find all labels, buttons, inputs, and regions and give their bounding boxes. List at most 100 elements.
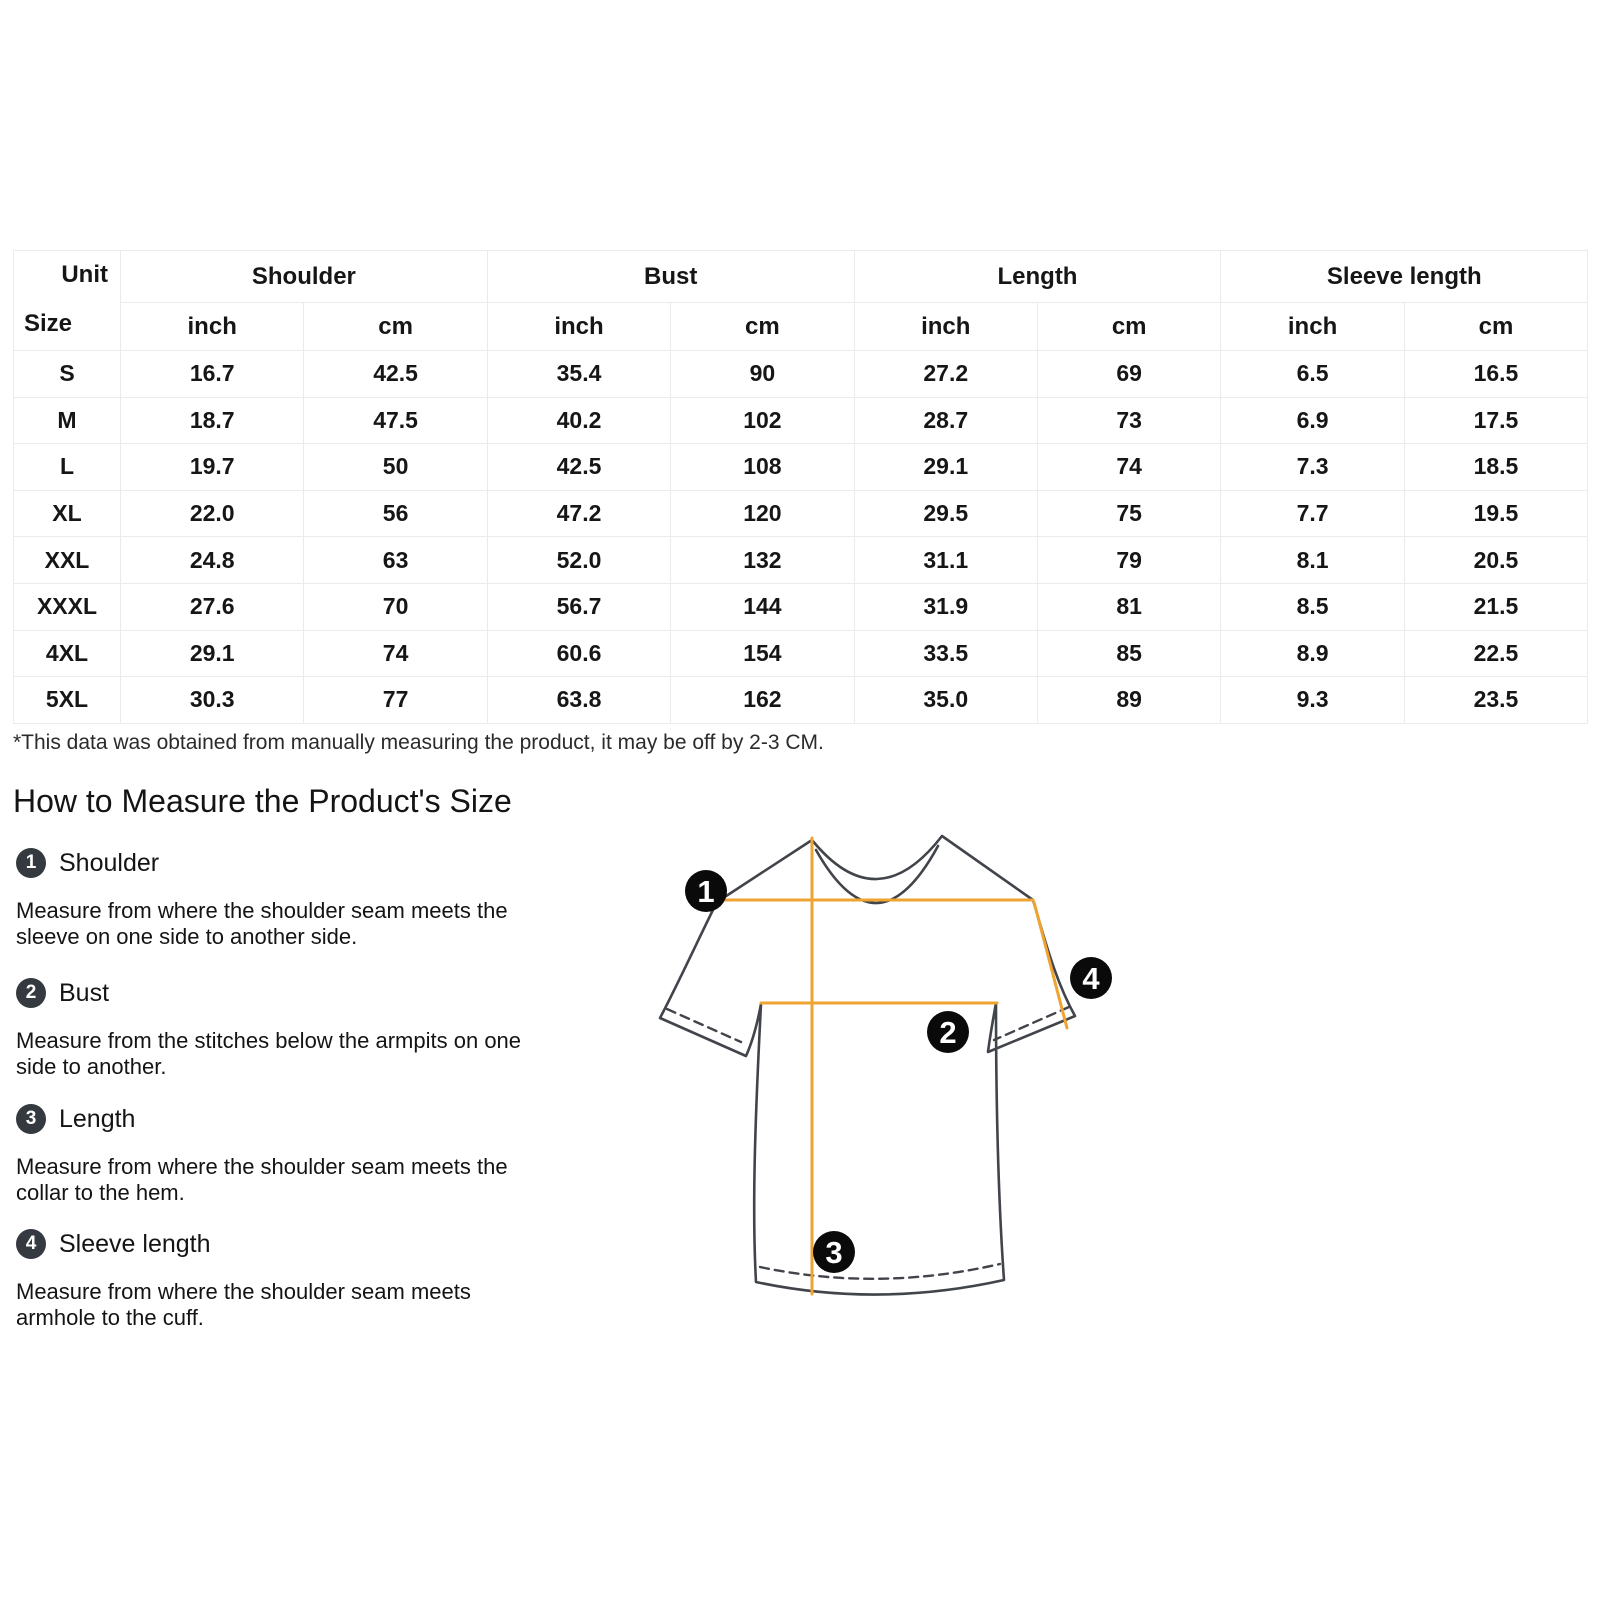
measurement-value-cell: 24.8	[119, 536, 305, 584]
measure-step: 2 Bust Measure from the stitches below the…	[16, 978, 586, 1080]
step-description: Measure from where the shoulder seam mee…	[16, 898, 508, 949]
measurement-value-cell: 56	[303, 489, 488, 538]
measurement-value-cell: 9.3	[1220, 676, 1405, 724]
step-number-badge: 1	[16, 848, 46, 878]
step-description: Measure from where the shoulder seam mee…	[16, 1154, 508, 1205]
measurement-value-cell: 6.5	[1220, 350, 1405, 398]
diagram-badge-4: 4	[1070, 957, 1112, 999]
table-row: XL 22.0 56 47.2 120 29.5 75 7.7 19.5	[13, 489, 1589, 538]
measurement-value-cell: 17.5	[1403, 396, 1589, 445]
measurement-value-cell: 162	[670, 676, 855, 724]
corner-cell: Unit Size	[13, 250, 121, 351]
measurement-value-cell: 52.0	[486, 536, 672, 584]
measurement-value-cell: 18.5	[1403, 443, 1589, 491]
step-title: Shoulder	[59, 848, 160, 877]
measurement-value-cell: 79	[1036, 536, 1222, 584]
unit-cell: inch	[1220, 302, 1405, 351]
corner-size-label: Size	[24, 310, 73, 337]
measurement-value-cell: 90	[670, 350, 855, 398]
size-table: Unit Size Shoulder Bust Length Sleeve le…	[13, 250, 1589, 724]
measurement-value-cell: 56.7	[486, 582, 672, 631]
group-header-shoulder: Shoulder	[120, 250, 488, 303]
size-label-cell: M	[13, 396, 121, 445]
measurement-value-cell: 108	[670, 443, 855, 491]
step-header: 1 Shoulder	[16, 848, 586, 878]
unit-cell: inch	[119, 302, 305, 351]
measurement-value-cell: 47.5	[303, 396, 488, 445]
diagram-badge-2: 2	[927, 1011, 969, 1053]
measure-step: 4 Sleeve length Measure from where the sho…	[16, 1229, 586, 1331]
measurement-value-cell: 85	[1036, 629, 1222, 678]
measurement-value-cell: 69	[1036, 350, 1222, 398]
size-label-cell: 5XL	[13, 676, 121, 724]
measure-step: 3 Length Measure from where the shoulder s…	[16, 1104, 586, 1206]
hem-stitch	[758, 1262, 1002, 1280]
measurement-value-cell: 31.9	[853, 582, 1038, 631]
size-label-cell: XXXL	[13, 582, 121, 631]
table-row: XXXL 27.6 70 56.7 144 31.9 81 8.5 21.5	[13, 582, 1589, 631]
measurement-value-cell: 73	[1036, 396, 1222, 445]
measurement-value-cell: 74	[1036, 443, 1222, 491]
step-number-badge: 4	[16, 1229, 46, 1259]
measurement-value-cell: 29.1	[853, 443, 1038, 491]
svg-text:2: 2	[939, 1015, 956, 1050]
table-row: M 18.7 47.5 40.2 102 28.7 73 6.9 17.5	[13, 396, 1589, 445]
table-footnote: *This data was obtained from manually me…	[13, 731, 824, 754]
measurement-value-cell: 120	[670, 489, 855, 538]
table-row: 5XL 30.3 77 63.8 162 35.0 89 9.3 23.5	[13, 676, 1589, 724]
measurement-value-cell: 22.5	[1403, 629, 1589, 678]
measurement-value-cell: 18.7	[119, 396, 305, 445]
measurement-value-cell: 132	[670, 536, 855, 584]
size-label-cell: XL	[13, 489, 121, 538]
table-row: S 16.7 42.5 35.4 90 27.2 69 6.5 16.5	[13, 350, 1589, 398]
measurement-value-cell: 22.0	[119, 489, 305, 538]
measurement-value-cell: 19.5	[1403, 489, 1589, 538]
left-cuff-stitch	[665, 1007, 743, 1044]
measurement-value-cell: 8.9	[1220, 629, 1405, 678]
group-header-bust: Bust	[486, 250, 855, 303]
measurement-value-cell: 63	[303, 536, 488, 584]
measurement-value-cell: 23.5	[1403, 676, 1589, 724]
step-header: 2 Bust	[16, 978, 586, 1008]
collar-inner-line	[814, 844, 940, 905]
measurement-value-cell: 7.7	[1220, 489, 1405, 538]
measurement-value-cell: 31.1	[853, 536, 1038, 584]
table-row: L 19.7 50 42.5 108 29.1 74 7.3 18.5	[13, 443, 1589, 491]
table-unit-row: inch cm inch cm inch cm inch cm	[14, 302, 1589, 351]
measurement-value-cell: 16.5	[1403, 350, 1589, 398]
measurement-value-cell: 81	[1036, 582, 1222, 631]
unit-cell: cm	[670, 302, 855, 351]
step-description: Measure from the stitches below the armp…	[16, 1028, 522, 1079]
unit-cell: inch	[486, 302, 672, 351]
measurement-value-cell: 16.7	[119, 350, 305, 398]
size-table-body: S 16.7 42.5 35.4 90 27.2 69 6.5 16.5 M 18.7 47.5 40.…	[13, 350, 1589, 724]
measurement-value-cell: 7.3	[1220, 443, 1405, 491]
measurement-value-cell: 29.5	[853, 489, 1038, 538]
measurement-value-cell: 60.6	[486, 629, 672, 678]
group-header-sleeve-length: Sleeve length	[1220, 250, 1589, 303]
measurement-value-cell: 40.2	[486, 396, 672, 445]
step-number-badge: 3	[16, 1104, 46, 1134]
step-header: 4 Sleeve length	[16, 1229, 586, 1259]
measurement-value-cell: 102	[670, 396, 855, 445]
measurement-value-cell: 75	[1036, 489, 1222, 538]
measurement-value-cell: 6.9	[1220, 396, 1405, 445]
measurement-value-cell: 144	[670, 582, 855, 631]
step-number-badge: 2	[16, 978, 46, 1008]
how-to-heading: How to Measure the Product's Size	[13, 783, 512, 819]
svg-text:4: 4	[1082, 961, 1100, 996]
step-title: Sleeve length	[59, 1229, 211, 1258]
measurement-value-cell: 74	[303, 629, 488, 678]
measurement-value-cell: 33.5	[853, 629, 1038, 678]
measurement-value-cell: 8.5	[1220, 582, 1405, 631]
table-row: XXL 24.8 63 52.0 132 31.1 79 8.1 20.5	[13, 536, 1589, 584]
size-label-cell: XXL	[13, 536, 121, 584]
svg-text:1: 1	[697, 874, 714, 909]
measurement-value-cell: 21.5	[1403, 582, 1589, 631]
table-group-header-row: Unit Size Shoulder Bust Length Sleeve le…	[13, 250, 1589, 351]
size-label-cell: L	[13, 443, 121, 491]
measure-step: 1 Shoulder Measure from where the shoulder…	[16, 848, 586, 950]
group-header-length: Length	[853, 250, 1222, 303]
tshirt-measure-diagram: 1 2 3 4	[658, 834, 1112, 1296]
